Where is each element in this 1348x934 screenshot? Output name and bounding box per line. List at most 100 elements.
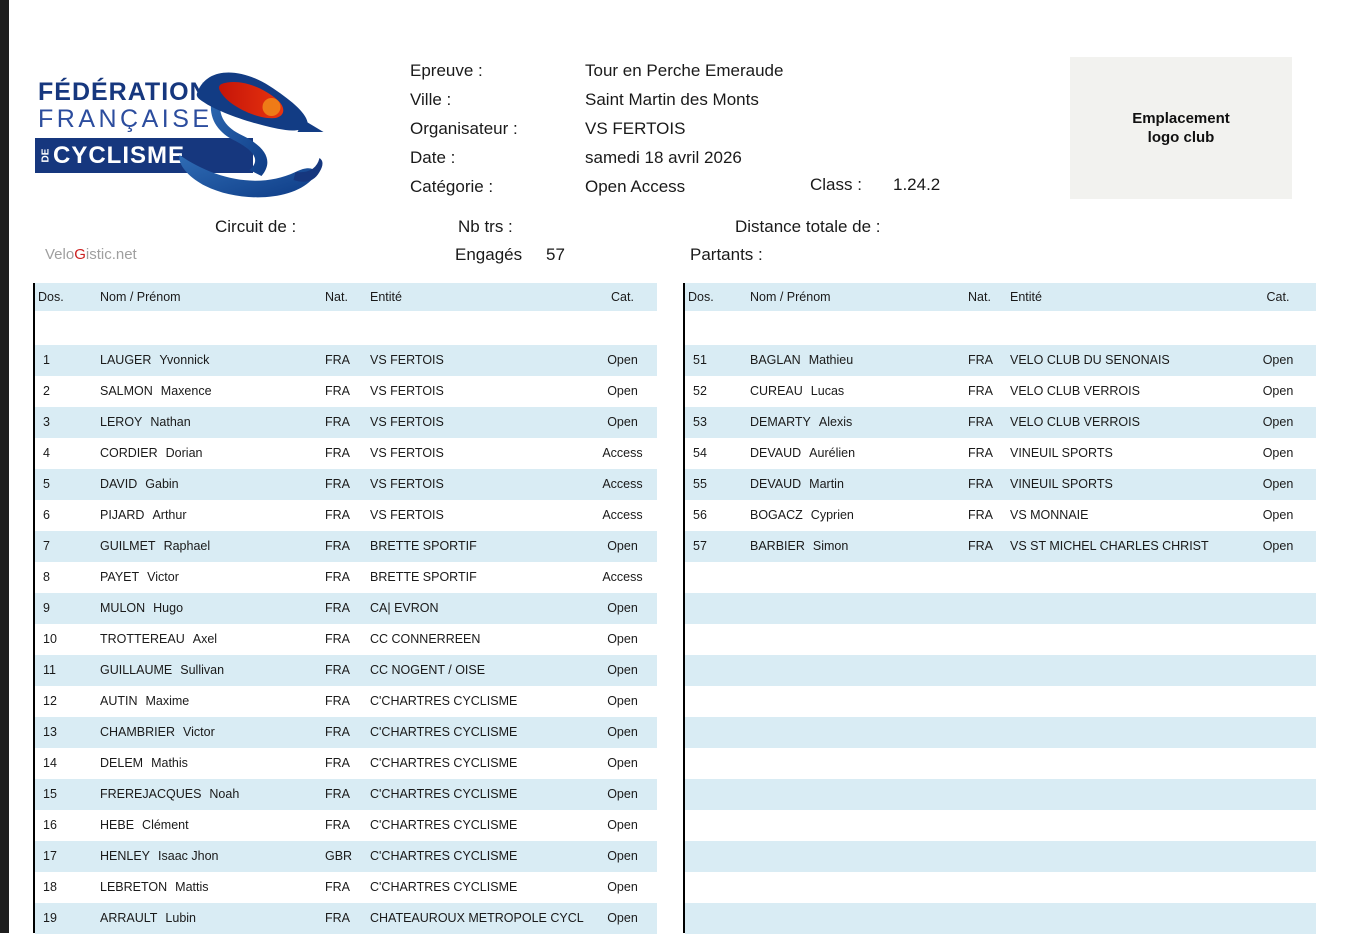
- rider-dossard: 7: [43, 539, 50, 553]
- rider-nationality: [968, 872, 1010, 903]
- rider-name: [750, 655, 968, 686]
- rider-category: [1240, 593, 1316, 624]
- rider-club: VS ST MICHEL CHARLES CHRIST: [1010, 539, 1209, 553]
- rider-firstname: Victor: [183, 725, 215, 739]
- table-row: 53 DEMARTY Alexis FRA VELO CLUB VERROIS Open: [685, 407, 1316, 438]
- engages-label: Engagés: [455, 245, 523, 264]
- table-row-empty: [685, 686, 1316, 717]
- rider-firstname: Lucas: [810, 384, 845, 398]
- rider-name: [750, 779, 968, 810]
- rider-dossard: [685, 872, 750, 903]
- event-row-ville: Ville : Saint Martin des Monts: [410, 85, 970, 114]
- rider-category: Access: [602, 508, 643, 522]
- rider-name: [750, 717, 968, 748]
- ffc-logo-text-federation: FÉDÉRATION: [38, 78, 209, 106]
- rider-club: [1010, 810, 1240, 841]
- rider-firstname: Aurélien: [809, 446, 856, 460]
- ville-label: Ville :: [410, 90, 452, 109]
- rider-category: Open: [607, 601, 638, 615]
- rider-firstname: Alexis: [818, 415, 853, 429]
- rider-name: DEMARTY Alexis: [750, 407, 968, 438]
- table-row: 4 CORDIER Dorian FRA VS FERTOIS Access: [35, 438, 657, 469]
- table-row-empty: [685, 841, 1316, 872]
- rider-dossard: 57: [693, 539, 707, 553]
- table-row-empty: [685, 562, 1316, 593]
- rider-club: VS FERTOIS: [370, 446, 444, 460]
- rider-name: CUREAU Lucas: [750, 376, 968, 407]
- rider-club: VINEUIL SPORTS: [1010, 477, 1113, 491]
- rider-club: VELO CLUB DU SENONAIS: [1010, 353, 1170, 367]
- rider-club: VS FERTOIS: [370, 508, 444, 522]
- rider-name: SALMON Maxence: [100, 376, 325, 407]
- rider-name: LEROY Nathan: [100, 407, 325, 438]
- rider-name: LEBRETON Mattis: [100, 872, 325, 903]
- rider-name: [750, 593, 968, 624]
- rider-nationality: [968, 841, 1010, 872]
- rider-dossard: [685, 810, 750, 841]
- circuit-label: Circuit de :: [215, 217, 297, 236]
- col-header-dos: Dos.: [688, 290, 714, 304]
- rider-surname: BAGLAN: [750, 353, 801, 367]
- rider-club: VELO CLUB VERROIS: [1010, 384, 1140, 398]
- rider-club: [1010, 903, 1240, 934]
- rider-firstname: Raphael: [163, 539, 211, 553]
- table-row-empty: [685, 717, 1316, 748]
- rider-firstname: Noah: [209, 787, 240, 801]
- rider-surname: LEBRETON: [100, 880, 168, 894]
- ville-value: Saint Martin des Monts: [585, 90, 759, 109]
- ffc-logo-text-cyclisme: CYCLISME: [53, 141, 186, 169]
- riders-table-left: Dos. Nom / Prénom Nat. Entité Cat. 1 LAUG…: [33, 283, 657, 934]
- ffc-logo-text-francaise: FRANÇAISE: [38, 105, 213, 133]
- rider-surname: BOGACZ: [750, 508, 803, 522]
- rider-category: Access: [602, 446, 643, 460]
- rider-surname: DEVAUD: [750, 477, 802, 491]
- rider-firstname: Nathan: [150, 415, 191, 429]
- rider-name: GUILLAUME Sullivan: [100, 655, 325, 686]
- rider-club: [1010, 593, 1240, 624]
- rider-nationality: FRA: [325, 663, 350, 677]
- partants-label: Partants :: [690, 245, 763, 264]
- table-row-empty: [685, 872, 1316, 903]
- rider-surname: DELEM: [100, 756, 144, 770]
- table-body-left: 1 LAUGER Yvonnick FRA VS FERTOIS Open 2 SALMON M…: [35, 345, 657, 934]
- rider-nationality: FRA: [325, 694, 350, 708]
- table-row-empty: [685, 593, 1316, 624]
- rider-category: [1240, 562, 1316, 593]
- table-row: 3 LEROY Nathan FRA VS FERTOIS Open: [35, 407, 657, 438]
- rider-surname: HEBE: [100, 818, 135, 832]
- rider-club: [1010, 841, 1240, 872]
- rider-club: C'CHARTRES CYCLISME: [370, 849, 518, 863]
- rider-dossard: 2: [43, 384, 50, 398]
- rider-dossard: 12: [43, 694, 57, 708]
- rider-name: CORDIER Dorian: [100, 438, 325, 469]
- rider-name: DEVAUD Martin: [750, 469, 968, 500]
- rider-club: VS MONNAIE: [1010, 508, 1089, 522]
- table-row-empty: [685, 903, 1316, 934]
- col-header-nom: Nom / Prénom: [750, 290, 831, 304]
- rider-name: GUILMET Raphael: [100, 531, 325, 562]
- ffc-logo-swoosh-icon: [179, 72, 324, 198]
- rider-category: [1240, 624, 1316, 655]
- page-left-edge-bar: [0, 0, 9, 933]
- rider-category: Open: [607, 415, 638, 429]
- rider-category: [1240, 655, 1316, 686]
- rider-category: Open: [1262, 539, 1294, 553]
- rider-surname: CUREAU: [750, 384, 803, 398]
- rider-club: BRETTE SPORTIF: [370, 539, 477, 553]
- col-header-dos: Dos.: [38, 290, 64, 304]
- table-row: 8 PAYET Victor FRA BRETTE SPORTIF Access: [35, 562, 657, 593]
- rider-name: BOGACZ Cyprien: [750, 500, 968, 531]
- rider-club: C'CHARTRES CYCLISME: [370, 725, 518, 739]
- rider-dossard: 18: [43, 880, 57, 894]
- rider-name: [750, 810, 968, 841]
- rider-firstname: Martin: [809, 477, 844, 491]
- rider-firstname: Maxime: [145, 694, 190, 708]
- rider-category: [1240, 717, 1316, 748]
- rider-club: VELO CLUB VERROIS: [1010, 415, 1140, 429]
- rider-firstname: Hugo: [153, 601, 184, 615]
- rider-club: [1010, 748, 1240, 779]
- rider-nationality: FRA: [325, 508, 350, 522]
- rider-dossard: 56: [693, 508, 707, 522]
- event-row-epreuve: Epreuve : Tour en Perche Emeraude: [410, 56, 970, 85]
- epreuve-label: Epreuve :: [410, 61, 483, 80]
